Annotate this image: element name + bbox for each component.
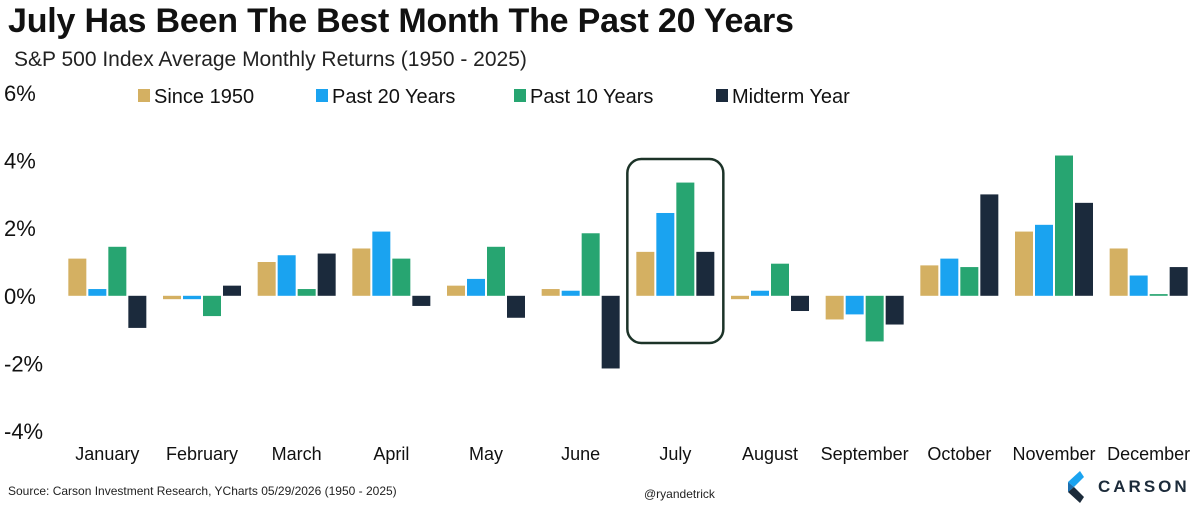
x-tick-label: April [373, 444, 409, 464]
carson-logo-icon [1068, 471, 1084, 503]
bar-october-midterm-year [980, 194, 999, 296]
y-tick-label: -4% [4, 419, 43, 444]
x-tick-label: September [821, 444, 909, 464]
bar-may-since-1950 [447, 285, 465, 296]
x-tick-label: March [272, 444, 322, 464]
legend-label: Past 20 Years [332, 86, 455, 108]
bar-april-past-10-years [392, 258, 411, 296]
bar-march-past-20-years [277, 255, 296, 296]
source-note: Source: Carson Investment Research, YCha… [8, 484, 397, 498]
bar-september-past-10-years [865, 295, 884, 342]
bar-january-since-1950 [68, 258, 87, 296]
bar-june-midterm-year [601, 295, 620, 369]
bar-september-since-1950 [825, 295, 844, 320]
carson-logo-text: CARSON [1098, 477, 1190, 496]
x-tick-label: January [75, 444, 139, 464]
bar-august-since-1950 [731, 295, 749, 300]
bar-july-since-1950 [636, 251, 655, 296]
bar-january-past-20-years [88, 289, 107, 296]
bar-august-midterm-year [791, 295, 809, 312]
legend-label: Midterm Year [732, 86, 850, 108]
legend-swatch [138, 89, 150, 102]
bar-april-since-1950 [352, 248, 371, 296]
bar-may-past-20-years [467, 278, 485, 296]
bar-march-midterm-year [317, 253, 336, 296]
bar-april-past-20-years [372, 231, 391, 296]
x-tick-label: June [561, 444, 600, 464]
y-tick-label: 4% [4, 149, 36, 174]
legend-swatch [316, 89, 328, 102]
chart-subtitle: S&P 500 Index Average Monthly Returns (1… [14, 48, 527, 71]
x-tick-label: October [927, 444, 991, 464]
bar-june-past-20-years [561, 290, 580, 296]
legend-swatch [514, 89, 526, 102]
bar-december-past-10-years [1149, 294, 1168, 296]
legend-swatch [716, 89, 728, 102]
bar-december-midterm-year [1169, 267, 1188, 296]
bar-june-since-1950 [541, 289, 560, 296]
y-tick-label: -2% [4, 351, 43, 376]
bar-may-midterm-year [507, 295, 525, 318]
bar-july-past-20-years [656, 212, 675, 296]
x-tick-label: February [166, 444, 238, 464]
bar-august-past-20-years [751, 290, 769, 296]
x-tick-label: July [659, 444, 691, 464]
bar-march-since-1950 [257, 262, 276, 296]
author-handle: @ryandetrick [644, 487, 715, 501]
y-tick-label: 6% [4, 81, 36, 106]
bar-may-past-10-years [487, 246, 505, 296]
y-tick-label: 0% [4, 284, 36, 309]
bar-march-past-10-years [297, 289, 316, 296]
bar-july-past-10-years [676, 182, 695, 296]
bar-december-past-20-years [1129, 275, 1148, 296]
bar-october-since-1950 [920, 265, 939, 296]
bar-february-since-1950 [163, 295, 181, 300]
x-tick-label: August [742, 444, 798, 464]
bar-april-midterm-year [412, 295, 431, 306]
bar-november-since-1950 [1015, 231, 1033, 296]
bar-january-past-10-years [108, 246, 127, 296]
y-tick-label: 2% [4, 216, 36, 241]
bar-february-past-10-years [203, 295, 221, 317]
legend-label: Past 10 Years [530, 86, 653, 108]
x-tick-label: November [1012, 444, 1095, 464]
carson-logo: CARSON [1066, 470, 1190, 504]
bar-october-past-10-years [960, 267, 979, 296]
bar-february-past-20-years [183, 295, 201, 300]
bar-september-midterm-year [885, 295, 904, 325]
bar-july-midterm-year [696, 251, 715, 296]
x-tick-label: December [1107, 444, 1190, 464]
bar-february-midterm-year [223, 285, 241, 296]
bar-november-midterm-year [1075, 202, 1093, 296]
july-highlight-box [626, 157, 725, 345]
bar-january-midterm-year [128, 295, 147, 328]
bar-november-past-10-years [1055, 155, 1073, 296]
bar-september-past-20-years [845, 295, 864, 315]
bar-november-past-20-years [1035, 224, 1053, 296]
bar-august-past-10-years [771, 263, 789, 296]
chart-title: July Has Been The Best Month The Past 20… [8, 2, 794, 40]
x-tick-label: May [469, 444, 503, 464]
legend-label: Since 1950 [154, 86, 254, 108]
bar-october-past-20-years [940, 258, 959, 296]
bar-june-past-10-years [581, 233, 600, 296]
bar-december-since-1950 [1109, 248, 1128, 296]
